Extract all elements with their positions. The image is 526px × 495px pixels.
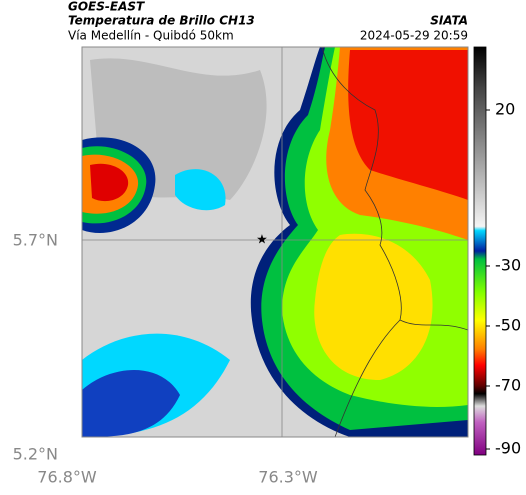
timestamp: 2024-05-29 20:59 [360, 29, 468, 43]
lon-label: 76.3°W [258, 468, 318, 487]
colorbar [473, 46, 487, 456]
colorbar-tick-label: -30 [495, 256, 521, 275]
lon-label: 76.8°W [37, 468, 97, 487]
lat-label: 5.2°N [13, 445, 58, 464]
subtitle: Vía Medellín - Quibdó 50km [68, 29, 234, 43]
colorbar-tick-label: -50 [495, 316, 521, 335]
colorbar-tick-label: 20 [495, 100, 515, 119]
title: Temperatura de Brillo CH13 [68, 14, 255, 28]
colorbar-tick-label: -70 [495, 376, 521, 395]
location-marker: ★ [256, 233, 268, 248]
lat-label: 5.7°N [13, 231, 58, 250]
map-frame [81, 46, 469, 438]
colorbar-tick-label: -90 [495, 439, 521, 458]
colorbar-ticks: 20 -30 -50 -70 -90 [486, 100, 521, 458]
satellite-image: ★ [82, 47, 468, 437]
product: GOES-EAST [68, 0, 145, 14]
source: SIATA [430, 14, 468, 28]
